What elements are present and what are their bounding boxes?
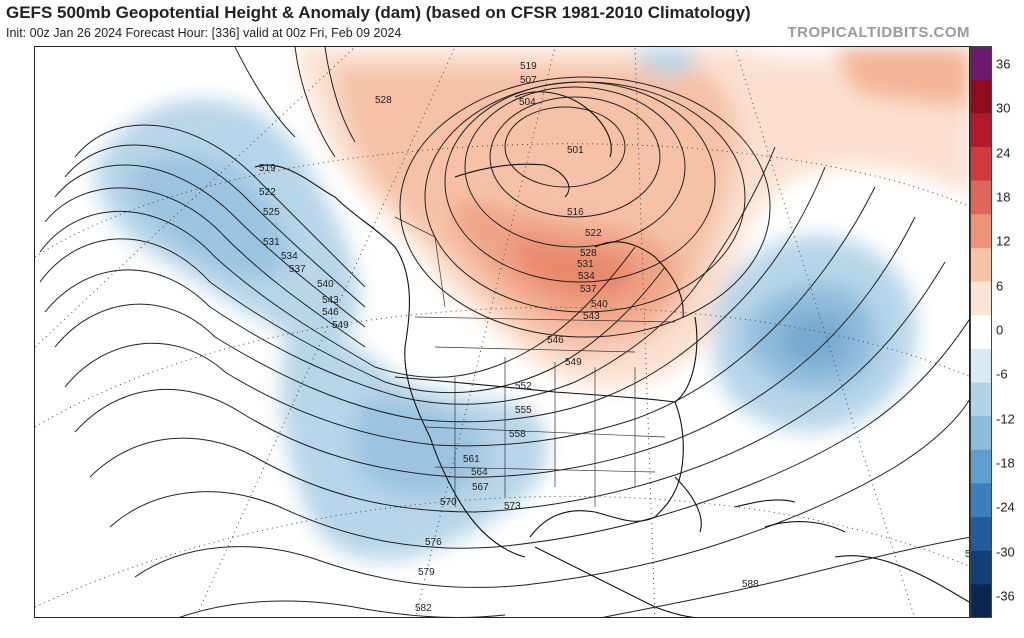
colorbar-tick-label: 30 [996, 100, 1011, 116]
colorbar-swatch [970, 113, 992, 148]
contour-label: 528 [580, 248, 597, 259]
graticule [35, 47, 969, 617]
contour-label: 579 [418, 567, 435, 578]
colorbar-swatch [970, 416, 992, 451]
contour-label: 534 [578, 271, 595, 282]
colorbar-tick-label: 0 [996, 322, 1004, 338]
contour-labels: 5195075045015285195225255315345375405435… [259, 61, 970, 614]
colorbar-tick-label: -24 [996, 499, 1015, 515]
colorbar-swatch [970, 146, 992, 182]
colorbar-swatch [970, 584, 992, 618]
contour-label: 501 [567, 145, 584, 156]
colorbar-swatch [970, 281, 992, 316]
map-title: GEFS 500mb Geopotential Height & Anomaly… [6, 3, 751, 22]
colorbar-tick-label: 24 [996, 145, 1011, 161]
colorbar [970, 46, 992, 618]
contour-label: 519 [520, 61, 537, 72]
contour-label: 522 [259, 187, 276, 198]
colorbar-swatch [970, 180, 992, 215]
contour-label: 546 [322, 307, 339, 318]
colorbar-tick-label: 6 [996, 278, 1004, 294]
anomaly-shading [95, 47, 969, 561]
contour-label: 546 [547, 335, 564, 346]
contour-label: 570 [440, 497, 457, 508]
contour-label: 507 [520, 75, 537, 86]
colorbar-swatch [970, 315, 992, 350]
colorbar-swatch [970, 247, 992, 283]
colorbar-swatch [970, 550, 992, 585]
contour-label: 543 [583, 311, 600, 322]
colorbar-tick-label: -36 [996, 588, 1015, 604]
colorbar-swatches [970, 46, 992, 618]
contour-label: 525 [263, 207, 280, 218]
brand-watermark: TROPICALTIDBITS.COM [787, 24, 970, 41]
contour-label: 522 [585, 228, 602, 239]
coastlines [254, 91, 969, 617]
colorbar-tick-label: 36 [996, 56, 1011, 72]
colorbar-swatch [970, 348, 992, 383]
contour-label: 588 [742, 579, 759, 590]
contour-label: 504 [519, 97, 536, 108]
contour-label: 564 [471, 467, 488, 478]
contour-label: 531 [577, 259, 594, 270]
colorbar-tick-label: -18 [996, 455, 1015, 471]
contour-label: 549 [565, 357, 582, 368]
colorbar-frame [970, 46, 992, 618]
colorbar-swatch [970, 449, 992, 484]
contour-label: 567 [472, 482, 489, 493]
header: GEFS 500mb Geopotential Height & Anomaly… [0, 0, 1024, 46]
map-graphic: 5195075045015285195225255315345375405435… [35, 47, 970, 617]
contour-label: 534 [281, 251, 298, 262]
contour-label: 543 [322, 295, 339, 306]
colorbar-tick-label: 18 [996, 189, 1011, 205]
colorbar-swatch [970, 382, 992, 417]
colorbar-swatch [970, 214, 992, 249]
colorbar-swatch [970, 46, 992, 81]
contour-label: 549 [332, 320, 349, 331]
contour-label: 540 [591, 299, 608, 310]
contour-label: 531 [263, 237, 280, 248]
colorbar-tick-label: -6 [996, 366, 1008, 382]
contour-label: 588 [965, 549, 970, 560]
contour-label: 555 [515, 405, 532, 416]
colorbar-tick-label: -12 [996, 411, 1015, 427]
colorbar-swatch [970, 483, 992, 518]
contour-label: 528 [375, 95, 392, 106]
contour-label: 573 [504, 501, 521, 512]
contour-label: 552 [515, 381, 532, 392]
political-borders [394, 216, 676, 507]
contour-label: 576 [425, 537, 442, 548]
contour-label: 519 [259, 163, 276, 174]
colorbar-swatch [970, 79, 992, 114]
map-panel: 519 507 504 501 528 519 522 525 531 534 537 540 543 5… [34, 46, 970, 618]
contour-label: 558 [509, 429, 526, 440]
contour-label: 582 [415, 603, 432, 614]
contour-label: 540 [317, 279, 334, 290]
contour-label: 561 [463, 454, 480, 465]
contour-label: 537 [289, 264, 306, 275]
map-subtitle: Init: 00z Jan 26 2024 Forecast Hour: [33… [6, 26, 402, 40]
contour-label: 516 [567, 207, 584, 218]
height-contours [39, 47, 969, 617]
colorbar-tick-label: -30 [996, 544, 1015, 560]
contour-label: 537 [580, 284, 597, 295]
colorbar-swatch [970, 517, 992, 552]
colorbar-tick-label: 12 [996, 233, 1011, 249]
